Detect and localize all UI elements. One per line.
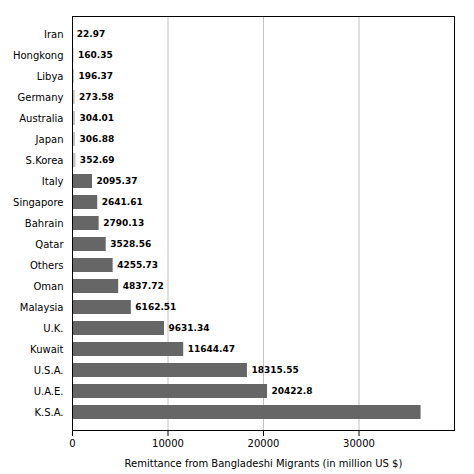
svg-text:Oman: Oman	[33, 281, 63, 292]
svg-text:S.Korea: S.Korea	[26, 155, 64, 166]
svg-text:2790.13: 2790.13	[103, 218, 144, 228]
svg-text:Kuwait: Kuwait	[30, 344, 63, 355]
svg-text:306.88: 306.88	[79, 134, 114, 144]
svg-text:U.S.A.: U.S.A.	[34, 365, 64, 376]
svg-text:U.A.E.: U.A.E.	[34, 386, 64, 397]
svg-text:6162.51: 6162.51	[135, 302, 176, 312]
svg-text:Italy: Italy	[42, 176, 64, 187]
svg-text:304.01: 304.01	[79, 113, 114, 123]
svg-text:Remittance from Bangladeshi Mi: Remittance from Bangladeshi Migrants (in…	[125, 458, 403, 469]
svg-text:Others: Others	[30, 260, 64, 271]
svg-text:Singapore: Singapore	[13, 197, 63, 208]
svg-text:160.35: 160.35	[78, 50, 113, 60]
svg-text:2641.61: 2641.61	[102, 197, 143, 207]
svg-text:Qatar: Qatar	[35, 239, 64, 250]
svg-text:9631.34: 9631.34	[168, 323, 209, 333]
svg-text:Germany: Germany	[18, 92, 64, 103]
svg-text:4255.73: 4255.73	[117, 260, 158, 270]
svg-text:Bahrain: Bahrain	[25, 218, 64, 229]
svg-text:22.97: 22.97	[77, 29, 105, 39]
svg-text:Australia: Australia	[19, 113, 63, 124]
svg-text:196.37: 196.37	[78, 71, 113, 81]
svg-text:18315.55: 18315.55	[251, 365, 298, 375]
svg-text:Iran: Iran	[44, 29, 64, 40]
svg-text:K.S.A.: K.S.A.	[34, 407, 63, 418]
svg-text:U.K.: U.K.	[43, 323, 63, 334]
svg-text:Libya: Libya	[37, 71, 64, 82]
svg-text:0: 0	[69, 438, 75, 449]
svg-text:Malaysia: Malaysia	[20, 302, 64, 313]
svg-text:20000: 20000	[248, 438, 280, 449]
svg-text:2095.37: 2095.37	[97, 176, 138, 186]
svg-text:10000: 10000	[152, 438, 184, 449]
svg-text:3528.56: 3528.56	[110, 239, 151, 249]
svg-text:4837.72: 4837.72	[123, 281, 164, 291]
svg-text:352.69: 352.69	[80, 155, 115, 165]
svg-text:20422.8: 20422.8	[272, 386, 313, 396]
svg-text:30000: 30000	[343, 438, 375, 449]
svg-text:Hongkong: Hongkong	[13, 50, 64, 61]
svg-text:273.58: 273.58	[79, 92, 114, 102]
svg-text:Japan: Japan	[35, 134, 64, 145]
svg-text:11644.47: 11644.47	[188, 344, 235, 354]
